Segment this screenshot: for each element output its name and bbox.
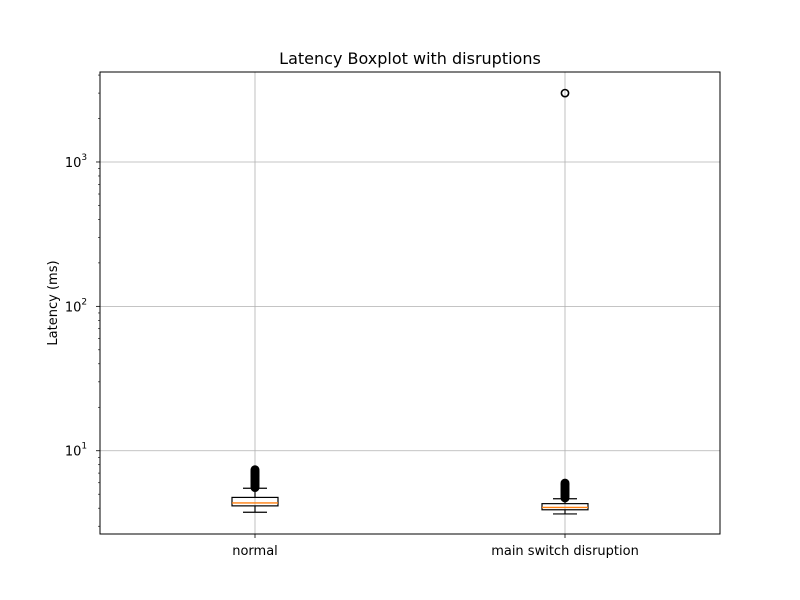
box-series [231, 88, 589, 515]
axes: normal main switch disruption 101 102 103 [65, 71, 721, 559]
chart-title: Latency Boxplot with disruptions [279, 49, 541, 68]
x-tick-label: main switch disruption [491, 544, 639, 559]
outlier-point [560, 478, 570, 488]
grid-lines [100, 72, 720, 534]
y-tick-label: 102 [65, 297, 87, 315]
box-group [541, 88, 589, 515]
outlier-point [560, 88, 570, 98]
box-group [231, 465, 279, 513]
x-tick-label: normal [232, 544, 278, 559]
y-tick-label: 103 [65, 153, 87, 171]
outlier-point [250, 465, 260, 475]
y-axis-label: Latency (ms) [46, 260, 61, 345]
plot-frame [99, 71, 721, 535]
y-tick-label: 101 [65, 442, 87, 460]
box-iqr [231, 496, 279, 507]
